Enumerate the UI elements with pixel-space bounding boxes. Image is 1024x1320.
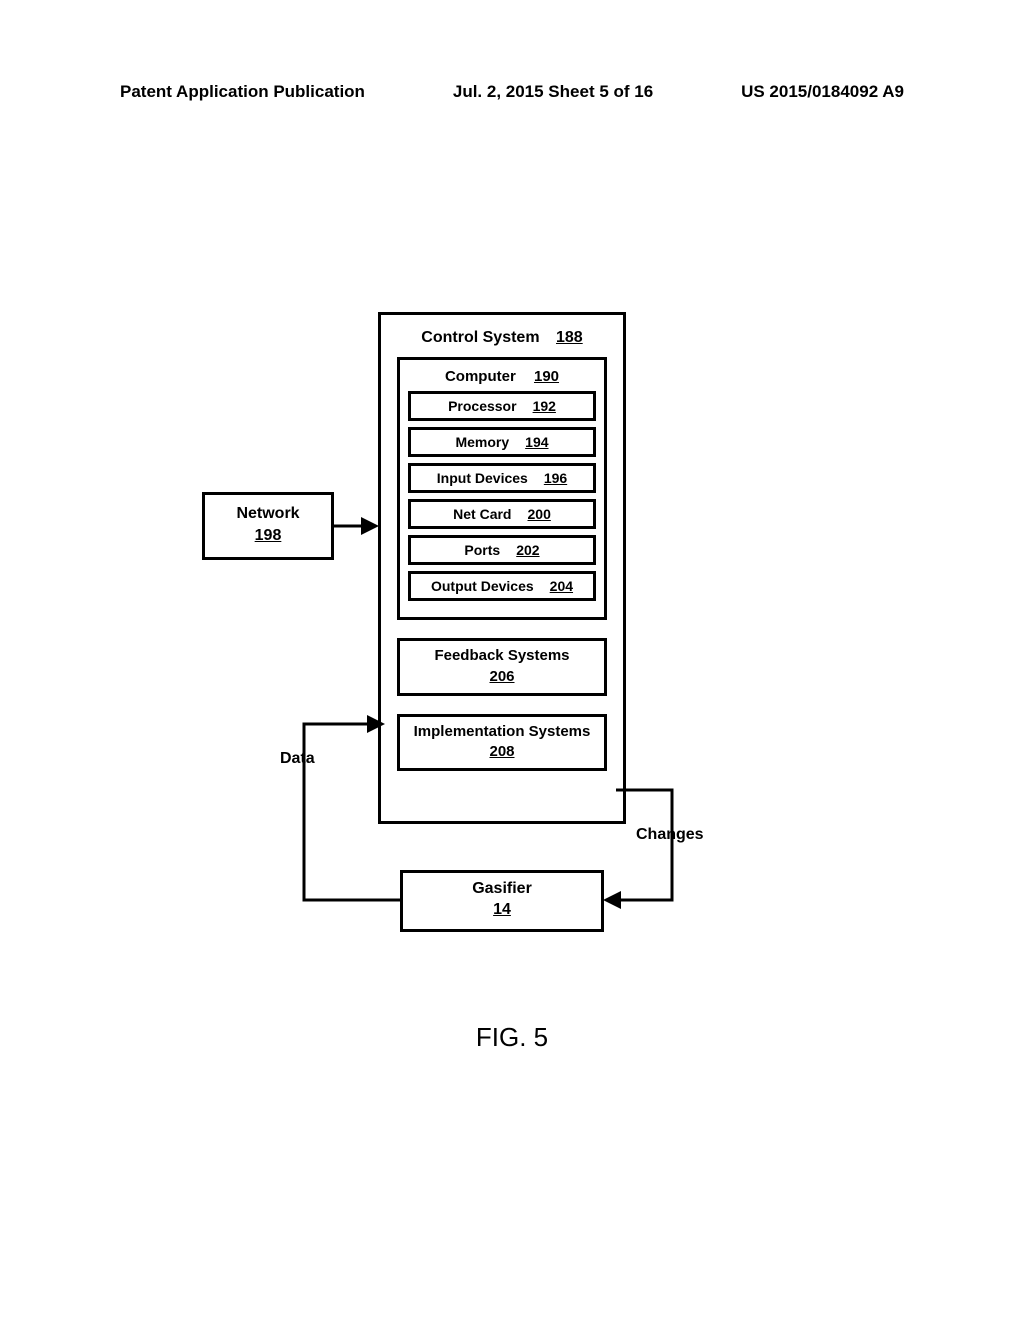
net-card-label: Net Card [453, 506, 511, 522]
network-ref: 198 [205, 525, 331, 547]
ports-box: Ports 202 [408, 535, 596, 565]
output-devices-box: Output Devices 204 [408, 571, 596, 601]
network-label: Network [236, 505, 299, 522]
page: Patent Application Publication Jul. 2, 2… [0, 0, 1024, 1320]
input-devices-box: Input Devices 196 [408, 463, 596, 493]
computer-box: Computer 190 Processor 192 Memory 194 In… [397, 357, 607, 620]
figure-caption: FIG. 5 [0, 1022, 1024, 1053]
implementation-systems-box: Implementation Systems 208 [397, 714, 607, 772]
computer-ref: 190 [534, 368, 559, 385]
net-card-ref: 200 [528, 506, 551, 522]
output-devices-ref: 204 [550, 578, 573, 594]
control-system-title: Control System 188 [391, 329, 613, 347]
processor-box: Processor 192 [408, 391, 596, 421]
gasifier-ref: 14 [403, 900, 601, 921]
processor-label: Processor [448, 398, 516, 414]
output-devices-label: Output Devices [431, 578, 534, 594]
input-devices-label: Input Devices [437, 470, 528, 486]
gasifier-label: Gasifier [472, 880, 532, 897]
feedback-ref: 206 [404, 668, 600, 687]
network-box: Network 198 [202, 492, 334, 560]
memory-box: Memory 194 [408, 427, 596, 457]
memory-ref: 194 [525, 434, 548, 450]
input-devices-ref: 196 [544, 470, 567, 486]
ports-label: Ports [464, 542, 500, 558]
diagram: Network 198 Control System 188 Computer … [0, 0, 1024, 1320]
feedback-systems-box: Feedback Systems 206 [397, 638, 607, 696]
feedback-label: Feedback Systems [434, 647, 569, 664]
processor-ref: 192 [533, 398, 556, 414]
computer-label: Computer [445, 368, 516, 385]
changes-edge-label: Changes [636, 826, 704, 844]
implementation-ref: 208 [404, 743, 600, 762]
implementation-label: Implementation Systems [414, 723, 591, 740]
control-system-ref: 188 [556, 329, 583, 346]
gasifier-box: Gasifier 14 [400, 870, 604, 932]
control-system-label: Control System [421, 329, 539, 346]
data-edge-label: Data [280, 750, 315, 768]
memory-label: Memory [455, 434, 509, 450]
ports-ref: 202 [516, 542, 539, 558]
computer-title: Computer 190 [406, 368, 598, 385]
control-system-box: Control System 188 Computer 190 Processo… [378, 312, 626, 824]
net-card-box: Net Card 200 [408, 499, 596, 529]
